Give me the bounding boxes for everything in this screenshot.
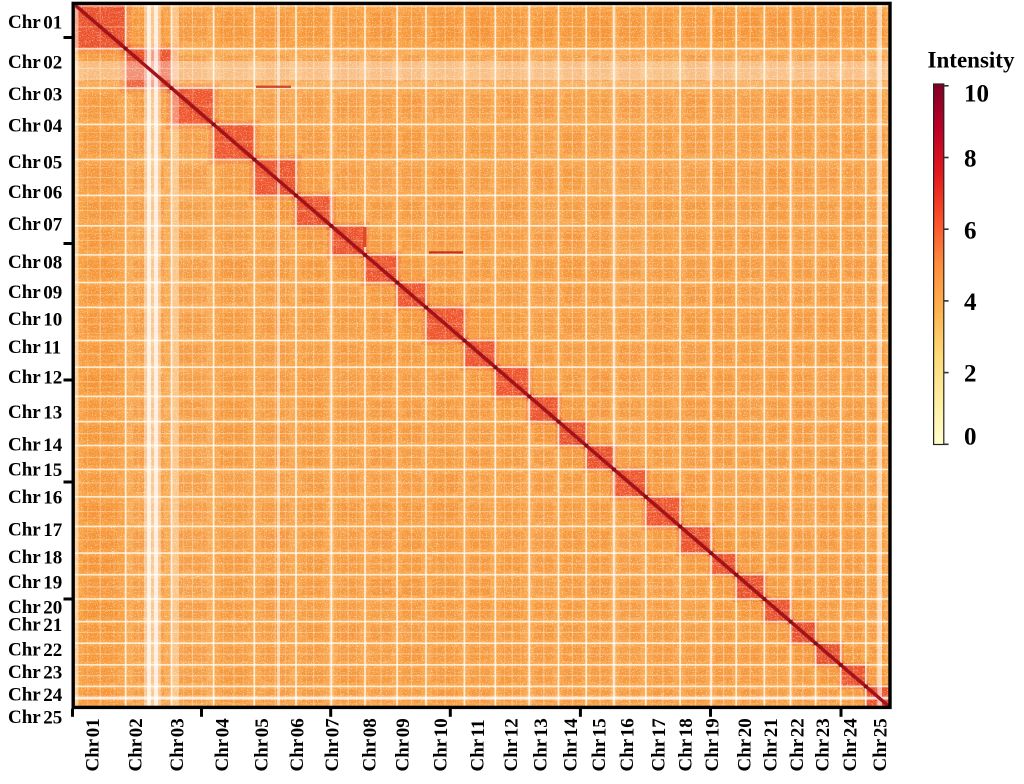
svg-text:Chr16: Chr16 bbox=[8, 487, 62, 508]
svg-text:Chr05: Chr05 bbox=[252, 718, 273, 771]
svg-text:Chr10: Chr10 bbox=[431, 718, 452, 771]
svg-text:Chr03: Chr03 bbox=[167, 718, 188, 771]
svg-text:Chr10: Chr10 bbox=[8, 309, 62, 330]
svg-text:10: 10 bbox=[964, 81, 989, 108]
svg-text:Chr02: Chr02 bbox=[126, 718, 147, 771]
svg-text:2: 2 bbox=[964, 361, 977, 388]
svg-text:Chr21: Chr21 bbox=[760, 718, 781, 771]
svg-text:Intensity: Intensity bbox=[928, 48, 1015, 73]
svg-text:Chr13: Chr13 bbox=[530, 718, 551, 771]
svg-text:Chr25: Chr25 bbox=[8, 707, 62, 728]
svg-text:Chr11: Chr11 bbox=[468, 719, 489, 771]
svg-text:Chr15: Chr15 bbox=[589, 718, 610, 771]
svg-text:Chr15: Chr15 bbox=[8, 460, 62, 481]
svg-text:Chr14: Chr14 bbox=[561, 718, 582, 772]
svg-text:Chr21: Chr21 bbox=[8, 615, 62, 636]
svg-text:Chr19: Chr19 bbox=[8, 572, 62, 593]
svg-text:Chr12: Chr12 bbox=[501, 718, 522, 771]
svg-text:Chr23: Chr23 bbox=[813, 718, 834, 771]
svg-text:Chr20: Chr20 bbox=[735, 718, 756, 771]
svg-text:Chr06: Chr06 bbox=[8, 182, 62, 203]
svg-text:6: 6 bbox=[964, 217, 977, 244]
svg-text:Chr01: Chr01 bbox=[8, 12, 62, 33]
svg-text:0: 0 bbox=[964, 424, 977, 451]
svg-text:Chr22: Chr22 bbox=[787, 718, 808, 771]
svg-text:Chr24: Chr24 bbox=[8, 685, 63, 706]
svg-text:Chr14: Chr14 bbox=[8, 435, 63, 456]
svg-text:Chr06: Chr06 bbox=[287, 718, 308, 771]
svg-text:Chr18: Chr18 bbox=[676, 718, 697, 771]
svg-text:Chr05: Chr05 bbox=[8, 152, 62, 173]
svg-text:Chr22: Chr22 bbox=[8, 640, 62, 661]
svg-text:8: 8 bbox=[964, 146, 977, 173]
svg-text:Chr19: Chr19 bbox=[702, 718, 723, 771]
svg-text:Chr23: Chr23 bbox=[8, 662, 62, 683]
svg-text:Chr01: Chr01 bbox=[83, 718, 104, 771]
svg-text:Chr12: Chr12 bbox=[8, 367, 62, 388]
svg-text:Chr08: Chr08 bbox=[360, 718, 381, 771]
svg-text:Chr09: Chr09 bbox=[392, 718, 413, 771]
svg-text:Chr11: Chr11 bbox=[8, 337, 61, 358]
svg-text:Chr17: Chr17 bbox=[649, 718, 670, 772]
svg-text:Chr16: Chr16 bbox=[617, 718, 638, 771]
svg-text:4: 4 bbox=[964, 289, 977, 316]
svg-text:Chr24: Chr24 bbox=[840, 718, 861, 772]
svg-text:Chr07: Chr07 bbox=[8, 214, 63, 235]
svg-text:Chr03: Chr03 bbox=[8, 84, 62, 105]
svg-text:Chr04: Chr04 bbox=[8, 116, 63, 137]
svg-text:Chr25: Chr25 bbox=[870, 718, 891, 771]
svg-text:Chr08: Chr08 bbox=[8, 252, 62, 273]
svg-text:Chr09: Chr09 bbox=[8, 282, 62, 303]
svg-text:Chr20: Chr20 bbox=[8, 597, 62, 618]
svg-text:Chr18: Chr18 bbox=[8, 547, 62, 568]
svg-text:Chr13: Chr13 bbox=[8, 402, 62, 423]
svg-text:Chr02: Chr02 bbox=[8, 52, 62, 73]
svg-text:Chr07: Chr07 bbox=[322, 718, 343, 772]
svg-text:Chr04: Chr04 bbox=[212, 718, 233, 772]
svg-text:Chr17: Chr17 bbox=[8, 520, 63, 541]
